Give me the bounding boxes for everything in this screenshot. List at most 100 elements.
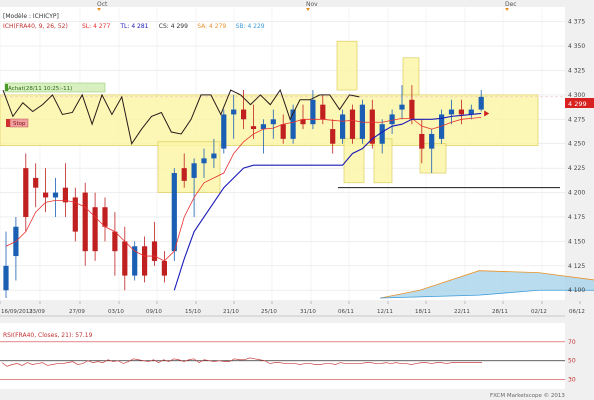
chikou-span-line	[2, 88, 360, 145]
legend-items: SL: 4 277 TL: 4 281 CS: 4 299 SA: 4 279 SB: …	[82, 23, 265, 30]
candle-body	[439, 114, 445, 139]
candle-body	[290, 109, 296, 139]
price-tick-label: 4 225	[568, 165, 585, 172]
rsi-lines	[0, 341, 565, 380]
candle-body	[191, 163, 197, 178]
candle-body	[3, 265, 9, 291]
highlight-box	[402, 57, 420, 96]
current-price-value: 4 299	[568, 100, 587, 108]
month-label-nov: Nov	[306, 1, 318, 8]
candle-body	[151, 241, 158, 261]
kijun-sen-line	[173, 112, 482, 291]
price-panel[interactable]	[0, 7, 565, 300]
rsi-line	[1, 357, 482, 367]
candle-body	[280, 124, 286, 139]
date-tick-label: 12/11	[377, 309, 393, 315]
rsi-label: RSI(FRA40, Closes, 21): 57.19	[3, 332, 93, 339]
date-tick-label: 15/10	[185, 309, 201, 315]
ichimoku-cloud	[380, 270, 594, 299]
month-marker-dec-icon	[505, 8, 509, 11]
candle-body	[92, 207, 98, 252]
candle-body	[43, 192, 49, 198]
candle-body	[52, 192, 59, 198]
candle-body	[478, 96, 484, 110]
price-tick-label: 4 275	[568, 116, 585, 123]
indicator-lines	[2, 88, 490, 291]
stop-marker	[6, 119, 10, 127]
candle-body	[448, 109, 455, 115]
month-marker-oct-icon	[97, 8, 101, 11]
senkou-span-b-line	[380, 289, 594, 299]
candle-body	[399, 104, 405, 110]
candle-body	[340, 114, 346, 139]
rsi-tick-label: 70	[568, 339, 576, 346]
candle-body	[132, 246, 138, 276]
legend-item: CS: 4 299	[159, 23, 188, 30]
candle-body	[72, 197, 78, 232]
candle-body	[142, 246, 148, 276]
month-label-dec: Dec	[505, 1, 517, 8]
candle-body	[82, 192, 88, 252]
candle-body	[231, 109, 237, 115]
tenkan-sen-line	[5, 116, 482, 262]
candle-body	[250, 126, 257, 130]
price-tick-label: 4 375	[568, 19, 585, 26]
rsi-tick-label: 30	[568, 377, 576, 384]
candle-body	[468, 109, 474, 115]
candle-body	[211, 153, 217, 159]
candle-body	[330, 129, 336, 144]
candle-body	[359, 104, 365, 139]
stop-label: Stop	[13, 121, 26, 127]
date-tick-label: 16/09/2013	[1, 309, 33, 315]
price-tick-label: 4 100	[568, 287, 585, 294]
candle-body	[62, 187, 68, 203]
candles	[3, 85, 484, 299]
price-axis: 4 375 4 350 4 325 4 300 4 275 4 250 4 225 4 200…	[568, 19, 585, 295]
signal-arrow-icon	[484, 110, 490, 117]
date-tick-label: 06/12	[569, 309, 585, 315]
highlight-box	[336, 40, 358, 91]
candle-body	[112, 231, 118, 252]
candle-body	[458, 109, 464, 115]
candle-body	[379, 124, 385, 144]
date-tick-label: 21/10	[223, 309, 239, 315]
candle-body	[260, 124, 266, 130]
legend-item: SB: 4 229	[236, 23, 265, 30]
date-tick-label: 28/11	[492, 309, 508, 315]
legend-prefix: ICH(FRA40, 9, 26, 52)	[3, 23, 68, 30]
candle-body	[221, 114, 227, 149]
price-tick-label: 4 175	[568, 214, 585, 221]
rsi-axis: 70 50 30	[568, 339, 576, 384]
price-tick-label: 4 200	[568, 190, 585, 197]
copyright: FXCM Marketscope © 2013	[490, 392, 565, 399]
month-label-oct: Oct	[97, 1, 108, 8]
candle-body	[389, 114, 395, 125]
date-tick-label: 31/10	[300, 309, 316, 315]
achat-label: Achat(28/11 10:25:-11)	[8, 86, 72, 92]
date-tick-label: 23/09	[29, 309, 45, 315]
date-tick-label: 03/10	[108, 309, 124, 315]
date-tick-label: 18/11	[415, 309, 431, 315]
candle-body	[102, 207, 108, 227]
candle-body	[171, 173, 177, 252]
date-tick-label: 27/09	[69, 309, 85, 315]
legend-item: SA: 4 279	[197, 23, 226, 30]
rsi-panel[interactable]	[0, 323, 565, 389]
candle-body	[349, 109, 356, 139]
candle-body	[122, 241, 128, 276]
price-tick-label: 4 125	[568, 263, 585, 270]
highlight-box	[157, 141, 221, 193]
candle-body	[23, 168, 29, 217]
highlight-box	[373, 138, 393, 184]
candle-body	[369, 109, 375, 144]
current-price-badge	[565, 98, 594, 108]
price-tick-label: 4 350	[568, 43, 585, 50]
date-tick-label: 06/11	[338, 309, 354, 315]
price-tick-label: 4 325	[568, 67, 585, 74]
highlight-box	[419, 143, 447, 174]
cloud-area	[380, 270, 594, 299]
candle-body	[161, 260, 167, 276]
candle-body	[409, 99, 415, 120]
